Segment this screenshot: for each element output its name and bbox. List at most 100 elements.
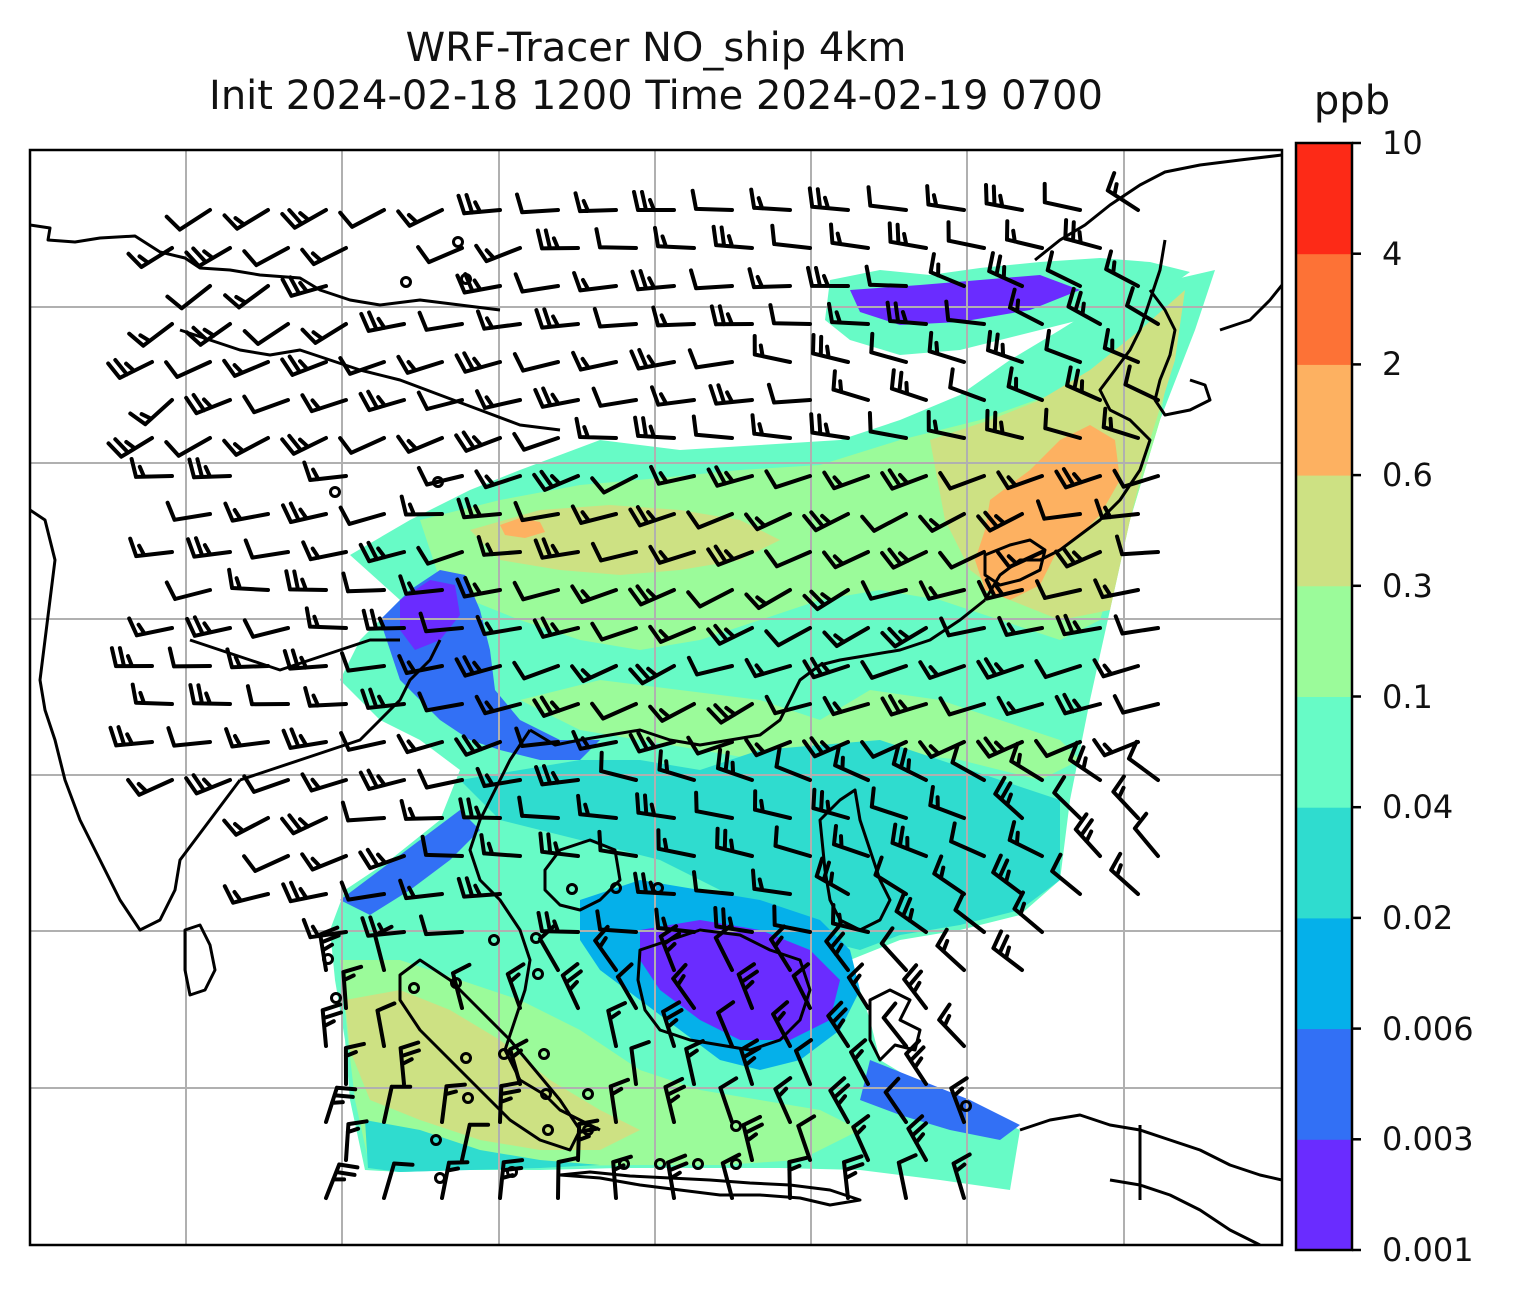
wind-barb	[475, 389, 522, 410]
wind-barb	[773, 825, 812, 858]
wind-barb	[686, 655, 734, 677]
tracer-region-violet-west-coast	[400, 580, 460, 650]
wind-barb	[653, 226, 696, 250]
wind-barb	[512, 352, 560, 373]
wind-barb	[891, 744, 928, 782]
wind-barb	[397, 654, 444, 675]
wind-barb	[280, 354, 328, 377]
wind-barb	[301, 918, 348, 940]
wind-barb	[860, 740, 908, 759]
wind-barb	[532, 616, 580, 639]
wind-barb	[571, 729, 618, 751]
wind-barb	[648, 624, 696, 644]
wind-barb	[515, 192, 560, 215]
coast-china-south	[529, 598, 986, 747]
wind-barb	[894, 892, 928, 934]
wind-barb	[360, 687, 406, 710]
wind-barb	[890, 822, 928, 858]
wind-barb	[460, 1122, 491, 1162]
wind-barb	[300, 393, 348, 414]
title-line-1: WRF-Tracer NO_ship 4km	[405, 25, 907, 71]
wind-barb	[822, 470, 870, 491]
wind-barb	[419, 914, 464, 937]
wind-barb	[925, 184, 966, 212]
wind-barb	[416, 245, 464, 265]
wind-barb	[533, 386, 580, 409]
wind-barb	[768, 303, 812, 326]
wind-barb	[1111, 774, 1140, 820]
wind-barb	[594, 227, 638, 250]
coast-new-guinea-south	[1109, 1178, 1261, 1245]
wind-barb	[476, 535, 522, 557]
wind-barb	[706, 702, 754, 725]
wind-barb	[396, 354, 444, 375]
wind-barb	[1054, 546, 1102, 569]
wind-barb	[303, 686, 348, 708]
colorbar-units: ppb	[1313, 78, 1391, 124]
calm-marker	[434, 1172, 446, 1184]
wind-barb	[1102, 328, 1140, 364]
colorbar-tick-label: 0.006	[1382, 1009, 1474, 1048]
wind-barb	[986, 329, 1024, 364]
coast-sumatra	[398, 958, 582, 1152]
wind-barb	[811, 787, 850, 820]
wind-barb	[416, 390, 464, 411]
wind-barb	[739, 1038, 762, 1086]
wind-barb	[188, 683, 232, 706]
wind-barb	[687, 348, 734, 370]
wind-barb	[950, 742, 986, 782]
wind-barb	[1036, 499, 1082, 521]
wind-barb	[532, 695, 580, 718]
wind-barb	[186, 536, 232, 559]
wind-barb	[223, 501, 270, 523]
wind-barb	[476, 309, 522, 331]
wind-barb	[128, 398, 174, 427]
wind-barb	[222, 816, 270, 837]
wind-barb	[851, 1114, 871, 1162]
wind-barb	[692, 870, 734, 896]
wind-barb	[1127, 739, 1160, 782]
wind-barb	[184, 322, 232, 347]
wind-barb	[846, 962, 870, 1010]
wind-barb	[766, 382, 812, 405]
wind-barb	[686, 510, 734, 530]
wind-barb	[1008, 287, 1044, 326]
wind-barb	[454, 351, 502, 374]
wind-barb	[184, 393, 232, 416]
title-line-2: Init 2024-02-18 1200 Time 2024-02-19 070…	[209, 73, 1103, 119]
wind-barb	[456, 876, 502, 899]
wind-barb	[686, 588, 734, 609]
wind-barb	[661, 1000, 684, 1048]
wind-barb	[866, 185, 908, 212]
wind-barb	[716, 747, 754, 782]
wind-barb	[126, 778, 174, 797]
wind-barb	[918, 512, 966, 533]
calm-marker	[532, 968, 544, 980]
wind-barb	[498, 1080, 522, 1124]
wind-barb	[829, 222, 870, 250]
wind-barb	[949, 1076, 969, 1124]
wind-barb	[937, 1002, 966, 1048]
wind-barb	[538, 831, 580, 858]
wind-barb	[716, 1000, 736, 1048]
wind-barb	[1112, 694, 1160, 715]
wind-barb	[576, 1118, 600, 1162]
wind-barb	[747, 267, 792, 290]
wind-barb	[656, 828, 696, 858]
calm-marker	[330, 992, 342, 1004]
wind-barb	[736, 962, 759, 1010]
calm-marker	[322, 953, 334, 965]
wind-barb	[615, 962, 638, 1010]
wind-barb	[512, 660, 560, 681]
calm-marker	[530, 932, 542, 944]
coast-new-guinea	[1019, 1113, 1282, 1182]
wind-barb	[946, 220, 986, 250]
wind-barb	[671, 963, 696, 1010]
colorbar-segment	[1296, 1028, 1352, 1140]
wind-barb	[505, 962, 526, 1010]
wind-barb	[222, 208, 270, 231]
wind-barb	[1044, 328, 1082, 364]
wind-barb	[455, 272, 502, 295]
wind-barb	[576, 793, 618, 820]
wind-barb	[809, 412, 850, 440]
